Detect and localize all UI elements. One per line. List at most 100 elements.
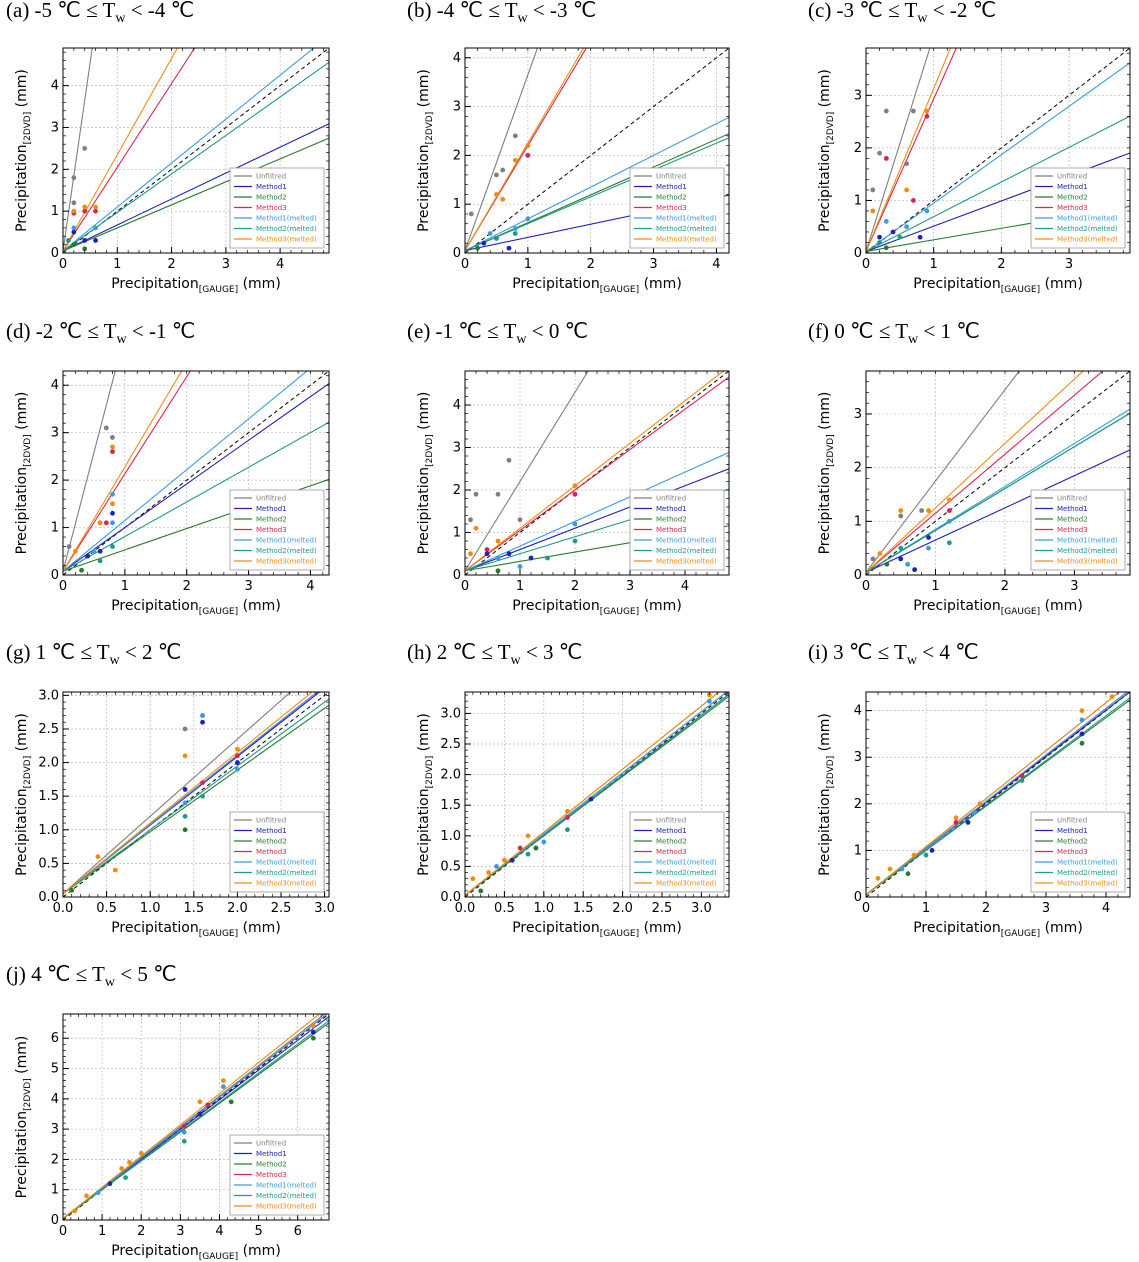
legend-label: Method1(melted) xyxy=(656,215,717,223)
fit-line-method1-melted xyxy=(866,62,1130,252)
fit-line-method3-melted xyxy=(63,48,179,252)
legend: Unfiltred Method1 Method2 Method3 Method1(me… xyxy=(229,811,325,893)
panel-title: (h) 2 ℃ ≤ Tw < 3 ℃ xyxy=(407,640,582,668)
x-tick-label: 4 xyxy=(215,1224,223,1239)
x-tick-label: 1 xyxy=(516,579,524,594)
fit-line-method1-melted xyxy=(866,408,1130,573)
legend-label: Method3 xyxy=(656,204,687,212)
data-point xyxy=(71,208,77,214)
x-tick-label: 2 xyxy=(571,579,579,594)
data-point xyxy=(200,793,205,799)
data-point xyxy=(919,508,924,513)
data-point xyxy=(1019,778,1025,783)
data-point xyxy=(197,1111,203,1117)
x-tick-label: 2 xyxy=(137,1224,145,1239)
data-point xyxy=(517,564,523,569)
data-point xyxy=(509,857,515,863)
fit-line-method1 xyxy=(63,383,329,572)
data-point xyxy=(883,245,889,251)
data-point xyxy=(572,538,578,544)
legend-label: Method2 xyxy=(256,838,287,846)
title-subscript: w xyxy=(117,332,128,347)
plot-content xyxy=(63,692,329,897)
legend-label: Method3 xyxy=(656,526,687,534)
data-point xyxy=(468,211,474,217)
x-tick-label: 5 xyxy=(254,1224,262,1239)
data-point xyxy=(71,175,77,181)
data-point xyxy=(310,1023,316,1029)
data-point xyxy=(93,238,98,243)
legend: Unfiltred Method1 Method2 Method3 Method1(me… xyxy=(629,167,725,249)
legend-label: Method2(melted) xyxy=(656,869,717,877)
data-point xyxy=(525,833,531,839)
y-axis-label: Precipitation[2DVD] (mm) xyxy=(416,392,435,555)
legend-label: Method1(melted) xyxy=(256,1182,317,1190)
y-tick-label: 1.5 xyxy=(38,789,59,804)
y-axis-label: Precipitation[2DVD] (mm) xyxy=(14,1036,33,1199)
fit-line-method3 xyxy=(866,48,957,252)
data-point xyxy=(200,719,205,725)
y-tick-label: 1 xyxy=(453,526,461,541)
data-point xyxy=(228,1099,234,1105)
data-point xyxy=(500,196,506,202)
data-point xyxy=(97,558,103,564)
data-point xyxy=(71,225,77,231)
legend-label: Method3(melted) xyxy=(656,558,717,566)
data-point xyxy=(182,827,188,833)
data-point xyxy=(946,518,952,524)
y-axis-label: Precipitation[2DVD] (mm) xyxy=(817,392,836,555)
data-point xyxy=(525,216,531,222)
data-point xyxy=(495,555,501,561)
data-point xyxy=(500,167,506,173)
y-tick-label: 1 xyxy=(453,197,461,212)
data-point xyxy=(69,887,75,893)
fit-line-method1-melted xyxy=(63,1014,328,1219)
y-axis-label: Precipitation[2DVD] (mm) xyxy=(817,69,836,232)
data-point xyxy=(181,1129,187,1135)
legend-label: Method3 xyxy=(1057,848,1088,856)
data-point xyxy=(494,864,499,869)
y-tick-label: 4 xyxy=(453,51,461,66)
legend-label: Method3 xyxy=(656,848,687,856)
data-point xyxy=(123,1175,128,1180)
title-subscript: w xyxy=(516,332,527,347)
y-tick-label: 3 xyxy=(854,750,862,765)
plot-content xyxy=(465,692,729,897)
x-tick-label: 2 xyxy=(587,257,595,272)
data-point xyxy=(904,187,910,193)
legend-label: Method1(melted) xyxy=(1057,537,1118,545)
data-point xyxy=(97,548,103,554)
legend-label: Method2 xyxy=(656,516,687,524)
plot-content xyxy=(63,1014,329,1220)
legend: Unfiltred Method1 Method2 Method3 Method1(me… xyxy=(629,489,725,571)
y-tick-label: 2.0 xyxy=(38,756,59,771)
fit-line-method3 xyxy=(63,371,191,572)
panel-f: (f) 0 ℃ ≤ Tw < 1 ℃ 0 1 2 3 0 1 2 3 Precipitation[… xyxy=(808,319,1131,617)
x-tick-label: 3 xyxy=(626,579,634,594)
fit-line-method1 xyxy=(866,449,1130,573)
data-point xyxy=(486,870,492,875)
x-tick-label: 3 xyxy=(1042,901,1050,916)
title-main: (i) 3 ℃ ≤ T xyxy=(808,640,907,664)
data-point xyxy=(588,796,594,802)
data-point xyxy=(235,753,240,759)
data-point xyxy=(85,553,91,559)
y-tick-label: 2.5 xyxy=(440,737,461,752)
fit-line-method2 xyxy=(63,704,329,895)
data-point xyxy=(110,501,115,507)
data-point xyxy=(103,425,109,431)
fit-line-unfiltred xyxy=(63,692,292,895)
data-point xyxy=(91,548,97,554)
data-point xyxy=(911,852,917,858)
y-tick-label: 1.0 xyxy=(38,823,59,838)
x-tick-label: 0.0 xyxy=(53,901,74,916)
fit-line-method2-melted xyxy=(63,698,329,895)
data-point xyxy=(502,857,507,863)
data-point xyxy=(977,801,983,807)
fit-line-method1-melted xyxy=(63,371,308,572)
y-axis-label: Precipitation[2DVD] (mm) xyxy=(14,713,33,876)
data-point xyxy=(565,827,570,833)
legend-label: Unfiltred xyxy=(1057,495,1087,503)
legend-label: Method2 xyxy=(1057,194,1088,202)
